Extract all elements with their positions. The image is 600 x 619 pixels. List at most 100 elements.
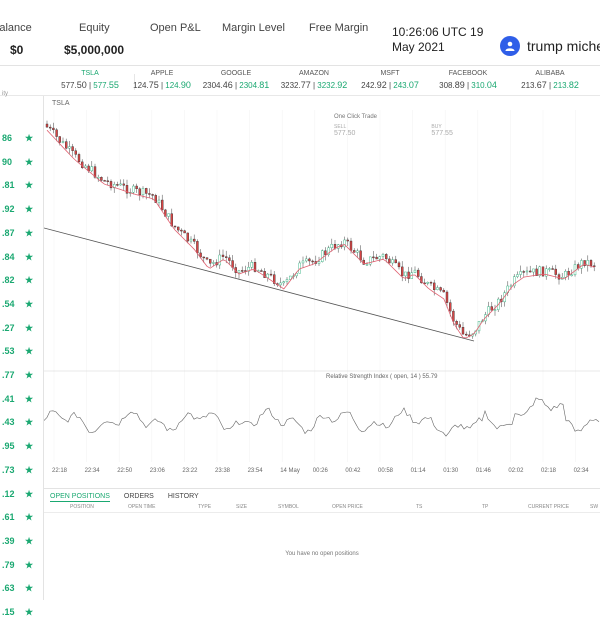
ticker-facebook[interactable]: FACEBOOK 308.89 | 310.04 — [424, 70, 512, 90]
ticker-alibaba[interactable]: ALIBABA 213.67 | 213.82 — [506, 70, 594, 90]
col-ts[interactable]: TS — [416, 504, 423, 510]
watchlist-row[interactable]: .84 ★ — [0, 252, 44, 264]
watchlist-row[interactable]: .79 ★ — [0, 560, 44, 572]
star-icon[interactable]: ★ — [25, 298, 34, 309]
tab-open-positions[interactable]: OPEN POSITIONS — [50, 493, 110, 502]
ticker-amazon[interactable]: AMAZON 3232.77 | 3232.92 — [270, 70, 358, 90]
candle — [429, 282, 433, 284]
star-icon[interactable]: ★ — [25, 180, 34, 191]
user-menu[interactable]: trump miche — [500, 36, 600, 56]
star-icon[interactable]: ★ — [25, 417, 34, 428]
candle — [308, 258, 311, 262]
candle — [189, 238, 193, 242]
watchlist-row[interactable]: .27 ★ — [0, 323, 44, 335]
ticker-tsla[interactable]: TSLA 577.50 | 577.55 — [46, 70, 134, 90]
tab-history[interactable]: HISTORY — [167, 493, 199, 500]
watchlist-row[interactable]: .95 ★ — [0, 441, 44, 453]
watchlist-value: .82 — [2, 275, 15, 286]
candle — [583, 260, 586, 266]
col-size[interactable]: SIZE — [236, 504, 248, 510]
time-axis-label: 00:26 — [313, 468, 329, 474]
candle — [160, 199, 164, 211]
watchlist-row[interactable]: .53 ★ — [0, 346, 44, 358]
candle — [519, 271, 522, 275]
candle — [436, 287, 439, 290]
sell-button[interactable]: SELL 577.50 — [334, 124, 356, 137]
ticker-prices: 2304.46 | 2304.81 — [202, 80, 270, 90]
candle — [52, 127, 55, 131]
candle — [77, 154, 81, 163]
star-icon[interactable]: ★ — [25, 559, 34, 570]
watchlist-row[interactable]: .39 ★ — [0, 536, 44, 548]
candle — [205, 257, 209, 260]
col-open-price[interactable]: OPEN PRICE — [332, 504, 363, 510]
col-open-time[interactable]: OPEN TIME — [128, 504, 156, 510]
candle — [525, 270, 529, 273]
watchlist-row[interactable]: 86 ★ — [0, 133, 44, 145]
star-icon[interactable]: ★ — [25, 393, 34, 404]
watchlist-row[interactable]: .81 ★ — [0, 180, 44, 192]
star-icon[interactable]: ★ — [25, 346, 34, 357]
col-symbol[interactable]: SYMBOL — [278, 504, 299, 510]
price-chart[interactable]: 22:18 22:34 22:50 23:06 23:22 23:38 23:54 14 Ma… — [43, 96, 600, 488]
col-tp[interactable]: TP — [482, 504, 489, 510]
star-icon[interactable]: ★ — [25, 156, 34, 167]
watchlist-row[interactable]: .73 ★ — [0, 465, 44, 477]
star-icon[interactable]: ★ — [25, 204, 34, 215]
watchlist-row[interactable]: .61 ★ — [0, 512, 44, 524]
watchlist-row[interactable]: .63 ★ — [0, 583, 44, 595]
star-icon[interactable]: ★ — [25, 535, 34, 546]
watchlist-row[interactable]: .43 ★ — [0, 417, 44, 429]
ticker-apple[interactable]: APPLE 124.75 | 124.90 — [118, 70, 206, 90]
candle — [381, 254, 385, 257]
candle — [132, 185, 135, 193]
star-icon[interactable]: ★ — [25, 441, 34, 452]
watchlist-row[interactable]: .92 ★ — [0, 204, 44, 216]
star-icon[interactable]: ★ — [25, 370, 34, 380]
watchlist-row[interactable]: .15 ★ — [0, 607, 44, 619]
watchlist-row[interactable]: .77 ★ — [0, 370, 44, 382]
watchlist-value: .15 — [2, 607, 15, 617]
candle — [407, 271, 410, 279]
star-icon[interactable]: ★ — [25, 275, 34, 286]
candle — [369, 256, 372, 265]
ticker-google[interactable]: GOOGLE 2304.46 | 2304.81 — [192, 70, 280, 90]
candle — [74, 150, 77, 155]
star-icon[interactable]: ★ — [25, 133, 34, 143]
star-icon[interactable]: ★ — [25, 251, 34, 262]
star-icon[interactable]: ★ — [25, 322, 34, 333]
star-icon[interactable]: ★ — [25, 227, 34, 238]
open-pnl-label: Open P&L — [150, 22, 201, 34]
candle — [522, 271, 525, 273]
watchlist-row[interactable]: 90 ★ — [0, 157, 44, 169]
buy-button[interactable]: BUY 577.55 — [431, 124, 453, 137]
ticker-name: MSFT — [380, 70, 400, 77]
star-icon[interactable]: ★ — [25, 607, 34, 617]
watchlist-row[interactable]: .54 ★ — [0, 299, 44, 311]
col-current-price[interactable]: CURRENT PRICE — [528, 504, 570, 510]
watchlist-row[interactable]: .41 ★ — [0, 394, 44, 406]
watchlist-row[interactable]: .87 ★ — [0, 228, 44, 240]
star-icon[interactable]: ★ — [25, 583, 34, 594]
star-icon[interactable]: ★ — [25, 512, 34, 523]
candle — [135, 185, 138, 190]
ticker-msft[interactable]: MSFT 242.92 | 243.07 — [346, 70, 434, 90]
trend-line[interactable] — [43, 227, 475, 342]
candle — [106, 180, 109, 182]
watchlist-row[interactable]: .82 ★ — [0, 275, 44, 287]
tab-orders[interactable]: ORDERS — [123, 493, 154, 500]
candle — [141, 188, 145, 196]
price-chart-panel[interactable]: 22:18 22:34 22:50 23:06 23:22 23:38 23:54 14 Ma… — [43, 96, 600, 488]
candle — [100, 176, 103, 181]
star-icon[interactable]: ★ — [25, 488, 34, 499]
watchlist-row[interactable]: .12 ★ — [0, 489, 44, 501]
col-position[interactable]: POSITION — [70, 504, 94, 510]
ticker-prices: 124.75 | 124.90 — [133, 80, 191, 90]
star-icon[interactable]: ★ — [25, 464, 34, 475]
col-sw[interactable]: SW — [590, 504, 599, 510]
candle — [417, 269, 420, 277]
col-type[interactable]: TYPE — [198, 504, 212, 510]
candle — [263, 271, 266, 278]
candle — [375, 256, 378, 260]
candle — [199, 252, 202, 258]
